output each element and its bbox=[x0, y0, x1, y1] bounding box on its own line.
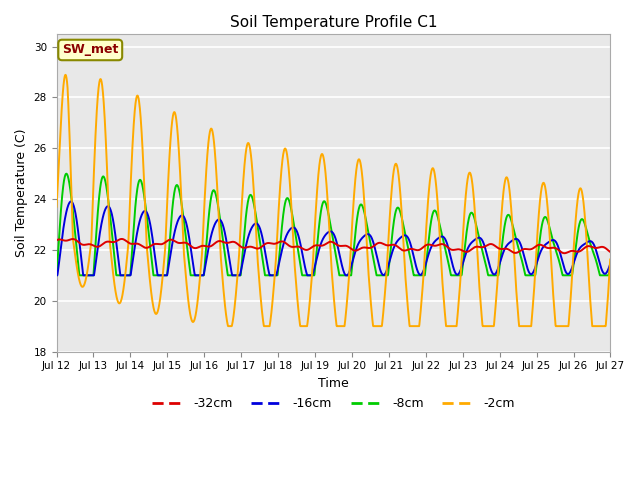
Text: SW_met: SW_met bbox=[62, 44, 118, 57]
X-axis label: Time: Time bbox=[318, 377, 349, 390]
Legend: -32cm, -16cm, -8cm, -2cm: -32cm, -16cm, -8cm, -2cm bbox=[147, 392, 520, 415]
Y-axis label: Soil Temperature (C): Soil Temperature (C) bbox=[15, 129, 28, 257]
Title: Soil Temperature Profile C1: Soil Temperature Profile C1 bbox=[230, 15, 437, 30]
